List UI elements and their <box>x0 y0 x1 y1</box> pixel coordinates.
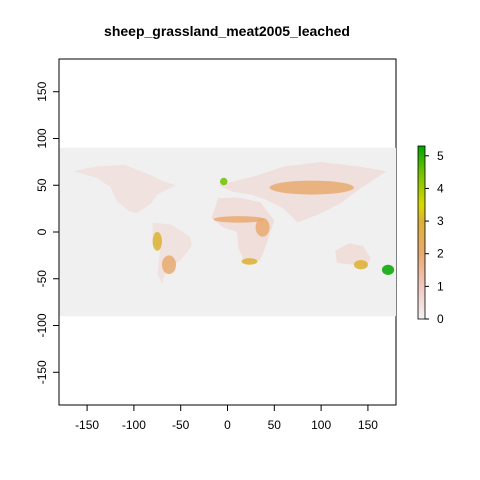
x-tick-label: -100 <box>122 418 146 432</box>
land-cell <box>211 197 275 265</box>
y-tick-label: -150 <box>35 360 49 384</box>
legend-tick-label: 4 <box>437 181 444 195</box>
x-tick-label: -150 <box>75 418 99 432</box>
legend-tick-label: 2 <box>437 247 444 261</box>
land-cell <box>152 222 192 284</box>
y-tick-label: 100 <box>35 128 49 148</box>
land-cell <box>255 217 270 237</box>
legend-colorbar <box>417 145 426 320</box>
legend-tick-label: 0 <box>437 312 444 326</box>
x-tick-label: -50 <box>172 418 190 432</box>
land-cells <box>73 161 395 284</box>
land-cell <box>152 232 162 251</box>
land-cell <box>381 264 395 276</box>
y-tick-label: -100 <box>35 313 49 337</box>
legend-tick-label: 5 <box>437 149 444 163</box>
x-axis: -150 -100 -50 0 50 100 150 <box>75 404 378 432</box>
color-legend: 5 4 3 2 1 0 <box>417 145 444 326</box>
land-cell <box>241 258 258 265</box>
land-cell <box>213 216 265 223</box>
land-cell <box>73 164 176 214</box>
y-tick-label: 150 <box>35 81 49 101</box>
land-cell <box>269 180 354 195</box>
x-tick-label: 100 <box>311 418 331 432</box>
y-axis: 150 100 50 0 -50 -100 -150 <box>35 81 60 384</box>
land-cell <box>220 177 228 186</box>
x-tick-label: 50 <box>268 418 282 432</box>
land-cell <box>353 260 368 270</box>
land-cell <box>161 255 177 275</box>
map-background <box>59 147 396 317</box>
legend-tick-label: 3 <box>437 214 444 228</box>
y-tick-label: -50 <box>35 270 49 288</box>
chart-title: sheep_grassland_meat2005_leached <box>104 23 350 39</box>
legend-tick-label: 1 <box>437 279 444 293</box>
legend-ticks: 5 4 3 2 1 0 <box>425 149 444 326</box>
x-tick-label: 0 <box>224 418 231 432</box>
y-tick-label: 0 <box>35 228 49 235</box>
x-tick-label: 150 <box>358 418 378 432</box>
y-tick-label: 50 <box>35 178 49 192</box>
